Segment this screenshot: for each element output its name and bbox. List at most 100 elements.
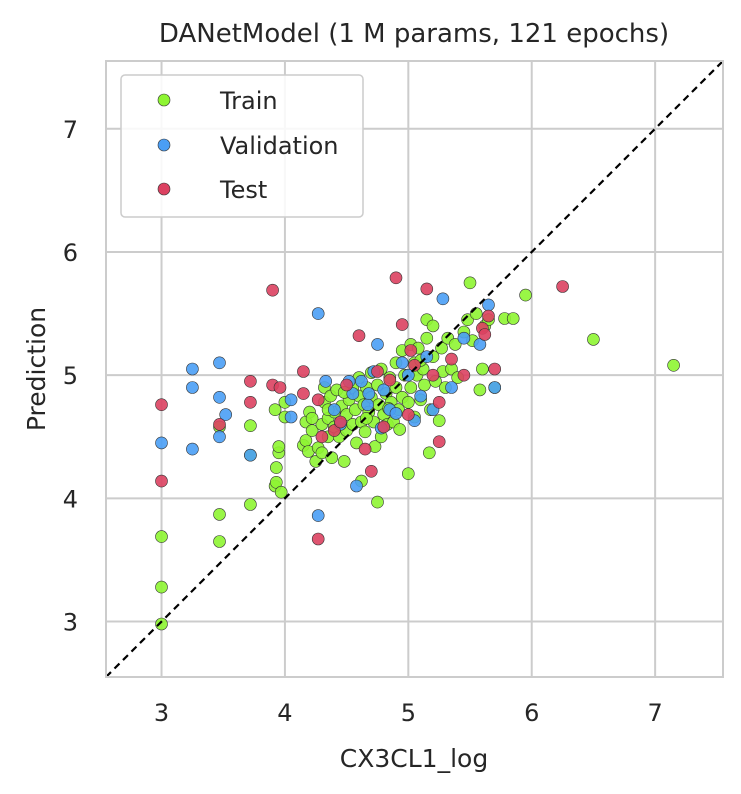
data-point [383, 373, 397, 387]
x-tick-label: 5 [401, 699, 416, 727]
data-point [436, 292, 450, 306]
legend-marker-test [157, 182, 171, 196]
data-point [371, 495, 384, 509]
data-point [389, 407, 403, 420]
data-point [457, 368, 471, 382]
data-point [401, 467, 415, 481]
data-point [311, 532, 325, 546]
data-point [473, 383, 487, 397]
data-point [448, 338, 462, 351]
data-point [284, 410, 298, 424]
data-point [418, 378, 431, 392]
data-point [404, 381, 418, 394]
data-point [244, 448, 257, 462]
series-validation [155, 292, 502, 522]
data-point [426, 319, 440, 333]
data-point [327, 424, 341, 437]
data-point [445, 352, 458, 366]
data-point [420, 331, 434, 345]
x-axis-label: CX3CL1_log [340, 744, 488, 773]
data-point [213, 430, 226, 444]
x-tick-label: 4 [277, 699, 292, 727]
data-point [355, 374, 368, 388]
data-point [315, 430, 329, 444]
data-point [297, 387, 310, 400]
x-tick-label: 3 [154, 699, 169, 727]
data-point [337, 455, 351, 468]
data-point [213, 390, 226, 404]
data-point [213, 508, 226, 521]
data-point [305, 424, 319, 437]
data-point [420, 282, 434, 296]
chart-title: DANetModel (1 M params, 121 epochs) [159, 19, 669, 49]
data-point [244, 419, 257, 433]
data-point [461, 313, 474, 327]
data-point [414, 389, 428, 403]
legend-marker-train [157, 93, 171, 107]
data-point [334, 415, 347, 429]
data-point [213, 535, 226, 548]
data-point [155, 617, 168, 631]
plot-frame [105, 60, 724, 678]
data-point [311, 393, 325, 407]
data-point [432, 414, 446, 428]
data-point [213, 356, 226, 370]
data-point [457, 331, 471, 345]
data-point [362, 387, 376, 400]
data-point [244, 498, 257, 511]
data-point [482, 309, 495, 323]
data-point [377, 383, 391, 397]
data-point [219, 408, 232, 421]
data-point [213, 418, 226, 431]
data-point [432, 395, 446, 409]
data-point [273, 381, 287, 394]
data-point [284, 393, 298, 407]
x-tick-label: 7 [647, 699, 662, 727]
data-point [350, 436, 363, 450]
y-axis-label: Prediction [22, 307, 51, 431]
data-point [432, 435, 446, 449]
y-tick-label: 6 [63, 239, 78, 267]
data-point [305, 411, 319, 425]
legend: Train Validation Test [120, 74, 364, 218]
data-point [155, 436, 168, 450]
data-point [478, 328, 492, 341]
data-point [519, 288, 532, 302]
data-point [395, 356, 409, 370]
data-point [371, 365, 384, 378]
data-point [393, 423, 407, 436]
identity-reference-line [105, 60, 724, 678]
x-tick-label: 6 [524, 699, 539, 727]
data-point [587, 333, 600, 346]
data-point [268, 403, 282, 417]
series-test [155, 271, 569, 546]
data-point [389, 271, 403, 285]
legend-label-test: Test [219, 176, 267, 204]
data-point [404, 344, 418, 357]
data-point [350, 479, 363, 493]
data-point [272, 440, 286, 453]
data-point [371, 338, 384, 351]
data-point [352, 329, 366, 343]
data-point [358, 442, 372, 456]
y-tick-label: 3 [63, 609, 78, 637]
data-point [401, 408, 415, 421]
y-tick-label: 5 [63, 362, 78, 390]
data-point [422, 446, 436, 460]
data-point [244, 395, 257, 409]
legend-box [120, 74, 364, 218]
data-point [269, 461, 283, 474]
data-point [274, 485, 288, 499]
data-point [463, 276, 477, 290]
data-point [319, 374, 333, 388]
data-point [358, 425, 372, 439]
plot-area [105, 60, 724, 678]
data-point [325, 451, 339, 465]
data-point [346, 387, 360, 400]
legend-label-train: Train [219, 87, 278, 115]
data-point [506, 312, 520, 325]
data-point [426, 368, 440, 382]
data-point [556, 280, 569, 293]
data-point [469, 307, 483, 320]
